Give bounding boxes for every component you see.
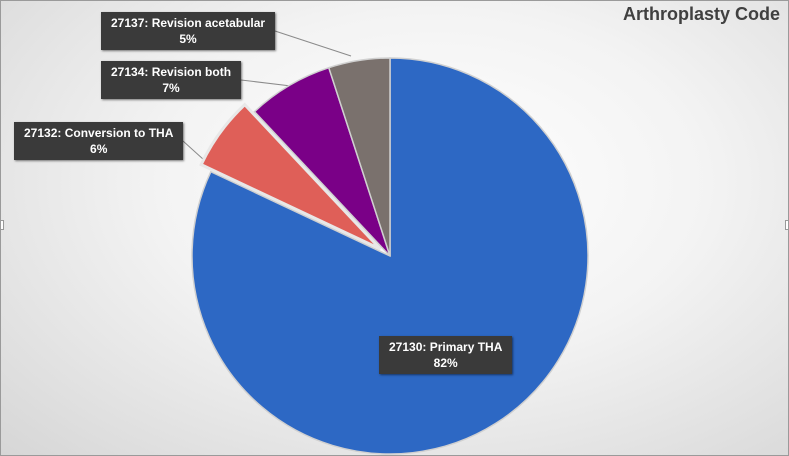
data-label-revision-acetabular: 27137: Revision acetabular 5%	[101, 12, 276, 50]
data-label-conversion-to-tha: 27132: Conversion to THA 6%	[14, 122, 184, 160]
data-label-name: 27134: Revision both	[111, 65, 232, 79]
data-label-value: 6%	[90, 142, 108, 156]
right-resize-handle[interactable]	[785, 220, 788, 230]
data-label-name: 27137: Revision acetabular	[111, 16, 266, 30]
pie-slice-conversion-to-tha	[199, 102, 382, 251]
pie-slice-revision-acetabular	[327, 57, 391, 257]
data-label-revision-both: 27134: Revision both 7%	[101, 61, 242, 99]
data-label-value: 82%	[433, 356, 458, 370]
leader-line-revision-acetabular	[274, 30, 352, 57]
data-label-name: 27132: Conversion to THA	[24, 126, 174, 140]
data-label-value: 5%	[179, 32, 197, 46]
chart-title: Arthroplasty Code	[622, 4, 780, 24]
data-label-name: 27130: Primary THA	[389, 340, 503, 354]
left-resize-handle[interactable]	[1, 220, 4, 230]
data-label-primary-tha: 27130: Primary THA 82%	[379, 336, 513, 374]
leader-line-revision-both	[240, 79, 292, 87]
data-label-value: 7%	[162, 81, 180, 95]
